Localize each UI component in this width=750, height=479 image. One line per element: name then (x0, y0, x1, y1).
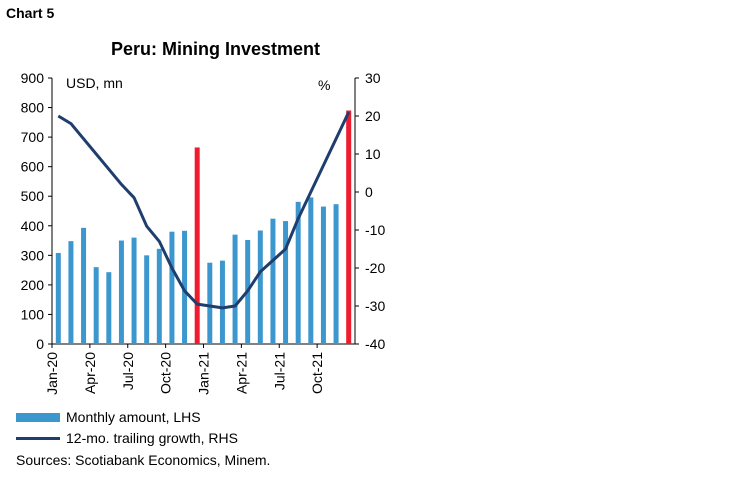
x-tick-label: Jul-20 (120, 352, 136, 390)
bar-Jun-21 (270, 218, 276, 344)
right-tick-label: -20 (365, 260, 385, 276)
x-tick-label: Oct-20 (158, 352, 174, 394)
bar-Mar-21 (232, 234, 238, 344)
right-tick-label: 30 (365, 70, 381, 86)
chart-header: Chart 5 (6, 5, 55, 21)
left-tick-label: 100 (21, 306, 45, 322)
bar-May-20 (106, 272, 112, 344)
legend-swatch-bar (16, 412, 60, 422)
bar-Jan-21 (207, 262, 213, 344)
bar-Jul-20 (131, 237, 137, 344)
left-tick-label: 700 (21, 129, 45, 145)
bar-Dec-20 (194, 147, 200, 344)
x-tick-label: Jan-21 (196, 352, 212, 395)
legend-item-line: 12-mo. trailing growth, RHS (16, 430, 238, 446)
left-tick-label: 600 (21, 159, 45, 175)
right-tick-label: -30 (365, 298, 385, 314)
left-tick-label: 800 (21, 100, 45, 116)
x-tick-label: Oct-21 (309, 352, 325, 394)
source-note: Sources: Scotiabank Economics, Minem. (16, 452, 271, 468)
legend-label: Monthly amount, LHS (66, 409, 201, 425)
legend-swatch-line (16, 436, 60, 440)
right-tick-label: -40 (365, 336, 385, 352)
bar-Sep-20 (156, 248, 162, 344)
legend-item-bars: Monthly amount, LHS (16, 409, 201, 425)
x-tick-label: Jan-20 (44, 352, 60, 395)
bar-Aug-20 (144, 255, 150, 344)
bar-Feb-21 (219, 260, 225, 344)
right-tick-label: 10 (365, 146, 381, 162)
bar-Oct-21 (320, 206, 326, 344)
legend-label: 12-mo. trailing growth, RHS (66, 430, 238, 446)
bar-Nov-21 (333, 204, 339, 344)
chart-title: Peru: Mining Investment (111, 39, 320, 59)
bar-Jan-20 (55, 252, 61, 344)
x-tick-label: Jul-21 (271, 352, 287, 390)
left-tick-label: 300 (21, 247, 45, 263)
left-unit-label: USD, mn (66, 75, 123, 91)
left-tick-label: 400 (21, 218, 45, 234)
bar-Aug-21 (295, 201, 301, 344)
bar-Jun-20 (118, 240, 124, 344)
right-tick-label: 0 (365, 184, 373, 200)
x-tick-label: Apr-21 (233, 352, 249, 394)
bar-May-21 (257, 230, 263, 344)
bar-Mar-20 (81, 227, 87, 344)
left-tick-label: 900 (21, 70, 45, 86)
bar-Sep-21 (308, 197, 314, 344)
left-tick-label: 0 (36, 336, 44, 352)
bar-Jul-21 (283, 221, 289, 344)
right-unit-label: % (318, 77, 330, 93)
growth-line (57, 111, 351, 310)
bar-Feb-20 (68, 241, 74, 344)
left-tick-label: 500 (21, 188, 45, 204)
right-tick-label: -10 (365, 222, 385, 238)
x-tick-label: Apr-20 (82, 352, 98, 394)
left-tick-label: 200 (21, 277, 45, 293)
bar-Dec-21 (346, 110, 352, 344)
bar-Nov-20 (182, 230, 188, 344)
right-tick-label: 20 (365, 108, 381, 124)
bar-Apr-20 (93, 267, 99, 344)
bar-Oct-20 (169, 231, 175, 344)
